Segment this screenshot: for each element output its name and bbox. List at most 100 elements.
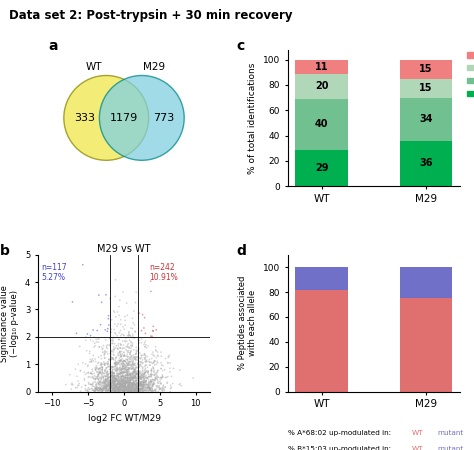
Point bbox=[109, 386, 116, 393]
Point bbox=[143, 387, 150, 394]
Point bbox=[122, 384, 129, 391]
Point bbox=[164, 379, 171, 386]
Point bbox=[137, 362, 144, 369]
Point bbox=[114, 379, 121, 387]
Point bbox=[120, 384, 128, 392]
Point bbox=[96, 385, 104, 392]
Point bbox=[67, 386, 75, 393]
Point bbox=[129, 385, 137, 392]
Point bbox=[122, 356, 130, 363]
Point bbox=[103, 373, 110, 380]
Point bbox=[134, 369, 142, 377]
Point bbox=[91, 386, 99, 393]
Point bbox=[130, 380, 138, 387]
Point bbox=[118, 369, 125, 376]
Point bbox=[137, 374, 144, 381]
Point bbox=[129, 387, 137, 394]
Point bbox=[104, 361, 111, 369]
Point bbox=[139, 380, 147, 387]
Point bbox=[119, 363, 127, 370]
Point bbox=[137, 370, 144, 377]
Point bbox=[117, 321, 124, 328]
Point bbox=[115, 374, 122, 381]
Point bbox=[155, 388, 162, 395]
Point bbox=[134, 370, 141, 377]
Point bbox=[140, 384, 147, 392]
Point bbox=[109, 368, 116, 375]
Point bbox=[125, 387, 133, 394]
Point bbox=[95, 376, 102, 383]
Point bbox=[127, 373, 134, 380]
Point bbox=[98, 369, 106, 376]
Point bbox=[107, 381, 114, 388]
Point bbox=[126, 355, 134, 362]
Point bbox=[121, 385, 129, 392]
Point bbox=[134, 387, 142, 395]
Point bbox=[135, 385, 143, 392]
Point bbox=[125, 387, 132, 394]
Point bbox=[137, 381, 145, 388]
Point bbox=[146, 358, 154, 365]
Point bbox=[123, 387, 131, 394]
Point bbox=[114, 383, 121, 391]
Point bbox=[117, 385, 124, 392]
Point bbox=[136, 369, 143, 376]
Point bbox=[87, 374, 94, 381]
Point bbox=[102, 291, 110, 298]
Point bbox=[151, 377, 159, 384]
Point bbox=[134, 388, 141, 395]
Point bbox=[142, 377, 149, 384]
Point bbox=[94, 365, 101, 373]
Point bbox=[114, 385, 121, 392]
Point bbox=[147, 288, 155, 295]
Point bbox=[134, 372, 142, 379]
Point bbox=[114, 378, 122, 385]
Point bbox=[125, 366, 132, 373]
Point bbox=[120, 379, 128, 387]
Point bbox=[121, 379, 129, 387]
Point bbox=[158, 374, 166, 381]
Point bbox=[139, 385, 147, 392]
Point bbox=[144, 364, 151, 371]
Point bbox=[107, 384, 114, 391]
Point bbox=[130, 307, 138, 315]
Point bbox=[139, 382, 147, 389]
Point bbox=[119, 377, 127, 384]
Point bbox=[106, 387, 113, 394]
Point bbox=[143, 381, 151, 388]
Point bbox=[101, 362, 109, 369]
Point bbox=[137, 382, 145, 389]
Point bbox=[106, 385, 113, 392]
Point bbox=[156, 377, 164, 384]
Point bbox=[109, 370, 116, 377]
Point bbox=[114, 364, 121, 371]
Point bbox=[129, 339, 137, 346]
Point bbox=[117, 358, 124, 365]
Point bbox=[132, 374, 139, 381]
Point bbox=[145, 387, 153, 395]
Point bbox=[120, 352, 128, 360]
Point bbox=[130, 351, 137, 358]
Point bbox=[134, 384, 141, 392]
Point bbox=[132, 381, 139, 388]
Point bbox=[120, 388, 128, 395]
Point bbox=[86, 350, 93, 357]
Point bbox=[125, 369, 133, 376]
Point bbox=[130, 381, 137, 388]
Point bbox=[108, 383, 115, 391]
Point bbox=[108, 381, 115, 388]
Point bbox=[146, 387, 154, 394]
Point bbox=[121, 372, 128, 379]
Point bbox=[103, 385, 110, 392]
Point bbox=[133, 383, 141, 390]
Point bbox=[124, 383, 132, 391]
Point bbox=[157, 348, 165, 356]
Point bbox=[109, 370, 117, 377]
Point bbox=[151, 357, 159, 364]
Point bbox=[157, 353, 165, 360]
Point bbox=[111, 387, 119, 395]
Point bbox=[120, 373, 128, 380]
Point bbox=[124, 387, 132, 394]
Point bbox=[132, 386, 139, 393]
Point bbox=[112, 383, 120, 390]
